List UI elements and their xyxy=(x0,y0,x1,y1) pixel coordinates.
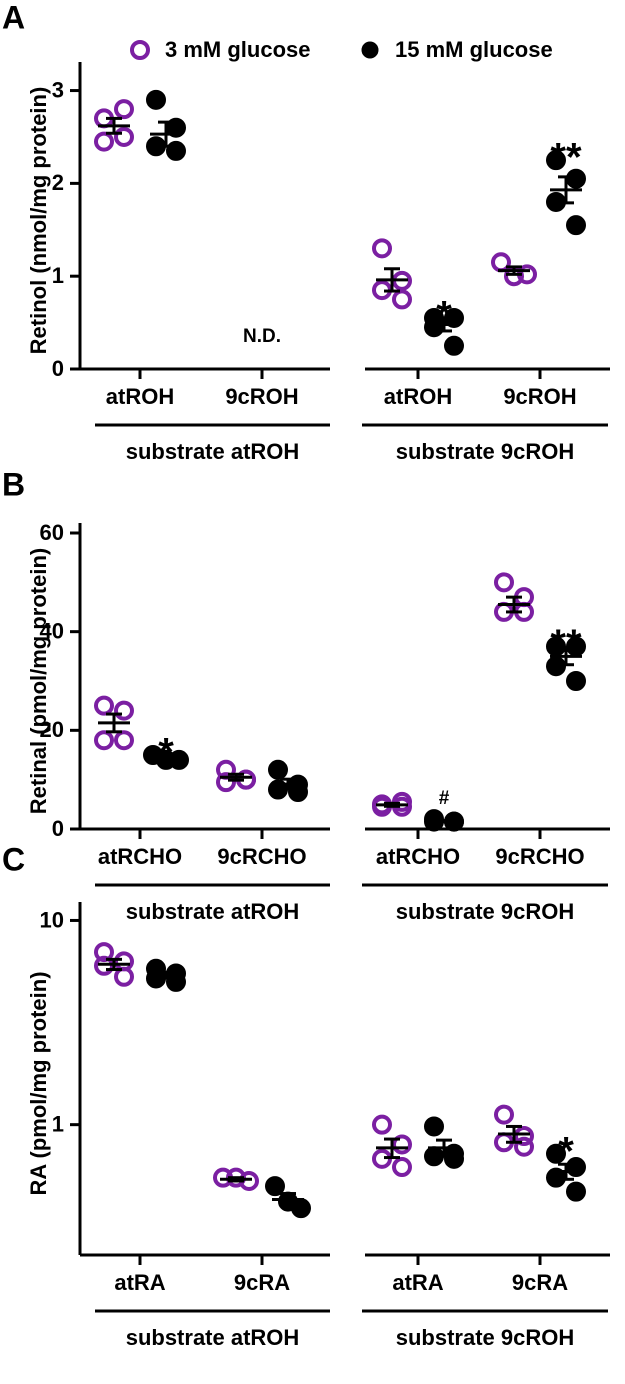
data-point xyxy=(372,238,392,259)
significance: * xyxy=(436,294,452,338)
data-point xyxy=(546,1143,566,1164)
group-label: substrate 9cROH xyxy=(396,899,575,924)
x-tick-label: 9cRCHO xyxy=(495,844,584,869)
data-point xyxy=(216,772,236,793)
y-axis-label: RA (pmol/mg protein) xyxy=(26,971,51,1195)
y-axis-label: Retinal (pmol/mg protein) xyxy=(26,548,51,814)
data-point xyxy=(566,671,586,691)
data-point xyxy=(94,131,114,152)
legend-marker xyxy=(130,40,150,60)
data-point xyxy=(392,1157,412,1178)
data-point xyxy=(94,942,114,963)
y-tick-label: 0 xyxy=(52,816,64,841)
data-point xyxy=(94,730,114,751)
data-point xyxy=(546,1167,566,1188)
x-tick-label: 9cROH xyxy=(225,384,298,409)
y-tick-label: 3 xyxy=(52,77,64,102)
data-point xyxy=(146,89,166,110)
panel-label: C xyxy=(2,841,25,877)
x-tick-label: atRCHO xyxy=(376,844,460,869)
significance: # xyxy=(439,788,450,809)
group-label: substrate 9cROH xyxy=(396,439,575,464)
data-point xyxy=(444,1148,464,1169)
data-point xyxy=(494,572,514,593)
data-point xyxy=(566,168,586,189)
x-tick-label: 9cROH xyxy=(503,384,576,409)
y-tick-label: 1 xyxy=(52,1111,64,1136)
data-point xyxy=(291,1198,311,1219)
group-label: substrate 9cROH xyxy=(396,1325,575,1350)
data-point xyxy=(494,1104,514,1125)
data-point xyxy=(114,730,134,751)
legend-label: 3 mM glucose xyxy=(165,37,310,62)
data-point xyxy=(372,1114,392,1135)
data-point xyxy=(546,150,566,171)
data-point xyxy=(566,1181,586,1202)
data-point xyxy=(166,117,186,138)
y-tick-label: 40 xyxy=(40,618,64,643)
data-point xyxy=(114,700,134,721)
legend-marker xyxy=(361,41,379,59)
data-point xyxy=(514,1136,534,1157)
significance: ** xyxy=(550,622,582,666)
x-tick-label: 9cRCHO xyxy=(217,844,306,869)
legend-label: 15 mM glucose xyxy=(395,37,553,62)
group-label: substrate atROH xyxy=(126,1325,300,1350)
data-point xyxy=(514,1125,534,1146)
data-point xyxy=(392,289,412,310)
data-point xyxy=(114,99,134,120)
data-point xyxy=(566,215,586,236)
data-point xyxy=(288,782,308,802)
x-tick-label: atRA xyxy=(392,1270,443,1295)
x-tick-label: 9cRA xyxy=(234,1270,290,1295)
data-point xyxy=(424,1116,444,1137)
x-tick-label: atROH xyxy=(106,384,174,409)
data-point xyxy=(265,1176,285,1197)
y-axis-label: Retinol (nmol/mg protein) xyxy=(26,87,51,355)
data-point xyxy=(114,126,134,147)
significance: * xyxy=(158,731,174,775)
y-tick-label: 10 xyxy=(40,907,64,932)
group-label: substrate atROH xyxy=(126,899,300,924)
y-tick-label: 0 xyxy=(52,356,64,381)
y-tick-label: 20 xyxy=(40,717,64,742)
data-point xyxy=(392,1134,412,1155)
y-tick-label: 60 xyxy=(40,520,64,545)
panel-label: A xyxy=(2,0,25,35)
x-tick-label: atRCHO xyxy=(98,844,182,869)
significance: * xyxy=(558,1129,574,1173)
panel-label: B xyxy=(2,466,25,502)
x-tick-label: atROH xyxy=(384,384,452,409)
data-point xyxy=(268,759,288,780)
group-label: substrate atROH xyxy=(126,439,300,464)
data-point xyxy=(94,695,114,716)
x-tick-label: 9cRA xyxy=(512,1270,568,1295)
y-tick-label: 1 xyxy=(52,263,64,288)
data-point xyxy=(114,966,134,987)
y-tick-label: 2 xyxy=(52,170,64,195)
significance: ** xyxy=(550,136,582,180)
note: N.D. xyxy=(243,326,281,347)
data-point xyxy=(444,335,464,356)
x-tick-label: atRA xyxy=(114,1270,165,1295)
